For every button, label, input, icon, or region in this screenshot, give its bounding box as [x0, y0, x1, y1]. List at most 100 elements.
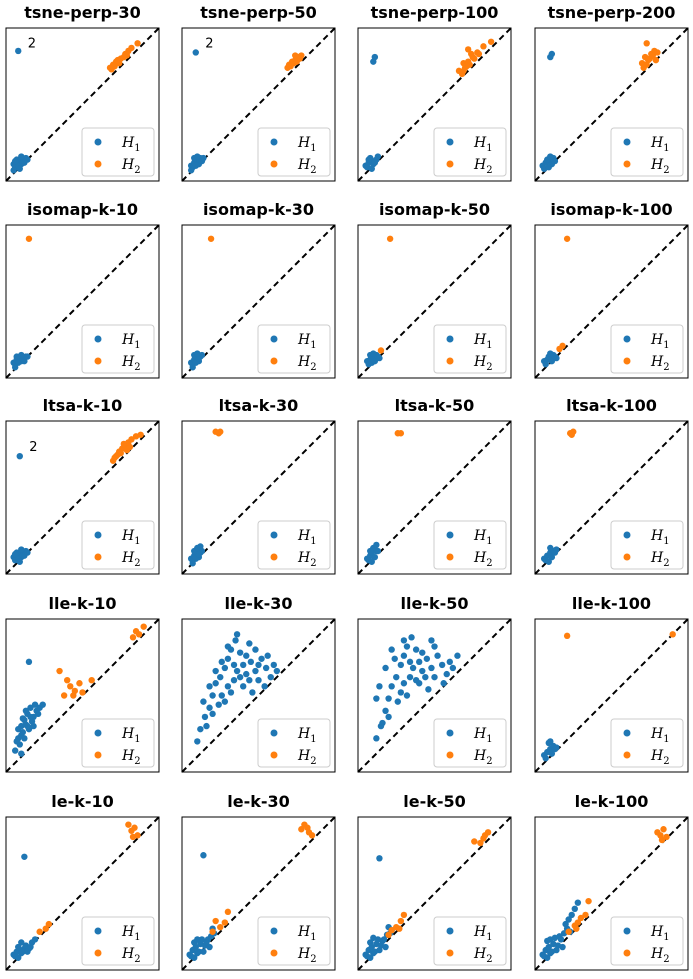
- h2-point: [643, 40, 650, 47]
- legend-marker: [446, 138, 454, 146]
- h1-point: [454, 652, 461, 659]
- h2-point: [56, 667, 63, 675]
- h1-point: [547, 544, 554, 552]
- h1-point: [548, 357, 556, 365]
- h1-point: [419, 649, 426, 656]
- h1-point: [547, 738, 554, 745]
- legend-marker: [94, 138, 102, 146]
- h1-point: [574, 899, 582, 906]
- h1-point: [24, 156, 31, 163]
- h1-point: [233, 667, 241, 675]
- h2-point: [137, 431, 144, 438]
- h1-point: [376, 683, 383, 690]
- diagonal-line: [181, 420, 336, 575]
- legend-marker: [94, 335, 102, 343]
- h1-point: [428, 637, 435, 644]
- legend-marker: [623, 160, 631, 168]
- h1-point: [19, 715, 27, 722]
- h1-point: [243, 652, 250, 659]
- h1-point: [542, 361, 549, 368]
- h1-point: [258, 655, 265, 662]
- h1-point: [365, 156, 372, 163]
- h1-point: [24, 948, 31, 955]
- diagonal-line: [357, 224, 512, 379]
- h1-point: [187, 167, 195, 174]
- h1-point: [189, 560, 196, 567]
- panel-lle-k-100: lle-k-100 H1 H2: [533, 593, 691, 781]
- panel-title: tsne-perp-50: [200, 3, 317, 22]
- legend-marker: [94, 729, 102, 737]
- h2-point: [120, 440, 128, 448]
- h1-point: [376, 354, 383, 362]
- legend-subscript: 2: [663, 954, 669, 965]
- h2-point: [475, 50, 483, 58]
- diagonal-line: [534, 618, 689, 773]
- h1-point: [406, 673, 414, 681]
- panel-title: isomap-k-50: [378, 200, 491, 219]
- legend-subscript: 1: [663, 734, 669, 745]
- h1-point: [21, 853, 28, 860]
- diagonal-line: [357, 618, 512, 773]
- h2-point: [126, 443, 134, 451]
- h1-point: [10, 167, 17, 174]
- h1-point: [192, 162, 199, 169]
- h1-point: [31, 936, 39, 943]
- h2-point: [563, 632, 571, 640]
- h2-point: [568, 431, 575, 438]
- legend-subscript: 2: [310, 558, 316, 569]
- h1-point: [192, 555, 199, 562]
- h2-point: [209, 928, 216, 935]
- legend-subscript: 2: [663, 558, 669, 569]
- diagonal-line: [357, 420, 512, 575]
- h2-point: [36, 928, 43, 935]
- h1-point: [397, 661, 405, 669]
- h1-point: [553, 546, 560, 553]
- h1-point: [15, 725, 22, 733]
- legend-subscript: 1: [663, 932, 669, 943]
- panel-title: ltsa-k-50: [394, 396, 475, 415]
- h1-point: [367, 547, 374, 555]
- h2-point: [654, 49, 661, 56]
- h2-point: [565, 928, 572, 935]
- h1-point: [393, 673, 400, 681]
- h2-point: [284, 64, 291, 71]
- h1-point: [368, 165, 375, 172]
- h2-point: [649, 52, 657, 59]
- legend-marker: [623, 927, 631, 935]
- diagonal-line: [181, 816, 336, 971]
- diagonal-line: [181, 224, 336, 379]
- h1-point: [236, 649, 244, 656]
- h1-point: [397, 689, 405, 696]
- h2-point: [385, 931, 392, 939]
- h1-point: [409, 664, 417, 672]
- h1-point: [434, 652, 441, 659]
- legend-box: [81, 520, 155, 570]
- h1-point: [406, 658, 414, 666]
- panel-title: le-k-100: [574, 792, 649, 811]
- h2-point: [574, 919, 582, 926]
- panel-title: lle-k-100: [571, 594, 652, 613]
- h1-point: [224, 683, 232, 690]
- legend-subscript: 1: [663, 143, 669, 154]
- h1-point: [11, 157, 19, 165]
- h2-point: [212, 917, 219, 925]
- h1-point: [206, 704, 213, 711]
- h1-point: [255, 677, 262, 684]
- legend-box: [433, 324, 507, 374]
- legend-box: [81, 324, 155, 374]
- h2-point: [221, 919, 229, 926]
- legend-box: [257, 127, 331, 177]
- h1-point: [218, 658, 225, 666]
- h1-point: [18, 351, 25, 359]
- legend-subscript: 1: [486, 536, 492, 547]
- h1-point: [27, 943, 34, 951]
- h1-point: [217, 673, 224, 681]
- h1-point: [545, 164, 552, 171]
- panel-tsne-perp-50: tsne-perp-50 2 H1 H2: [180, 2, 338, 190]
- h2-point: [471, 838, 478, 845]
- legend-subscript: 2: [310, 165, 316, 176]
- h2-point: [397, 430, 405, 437]
